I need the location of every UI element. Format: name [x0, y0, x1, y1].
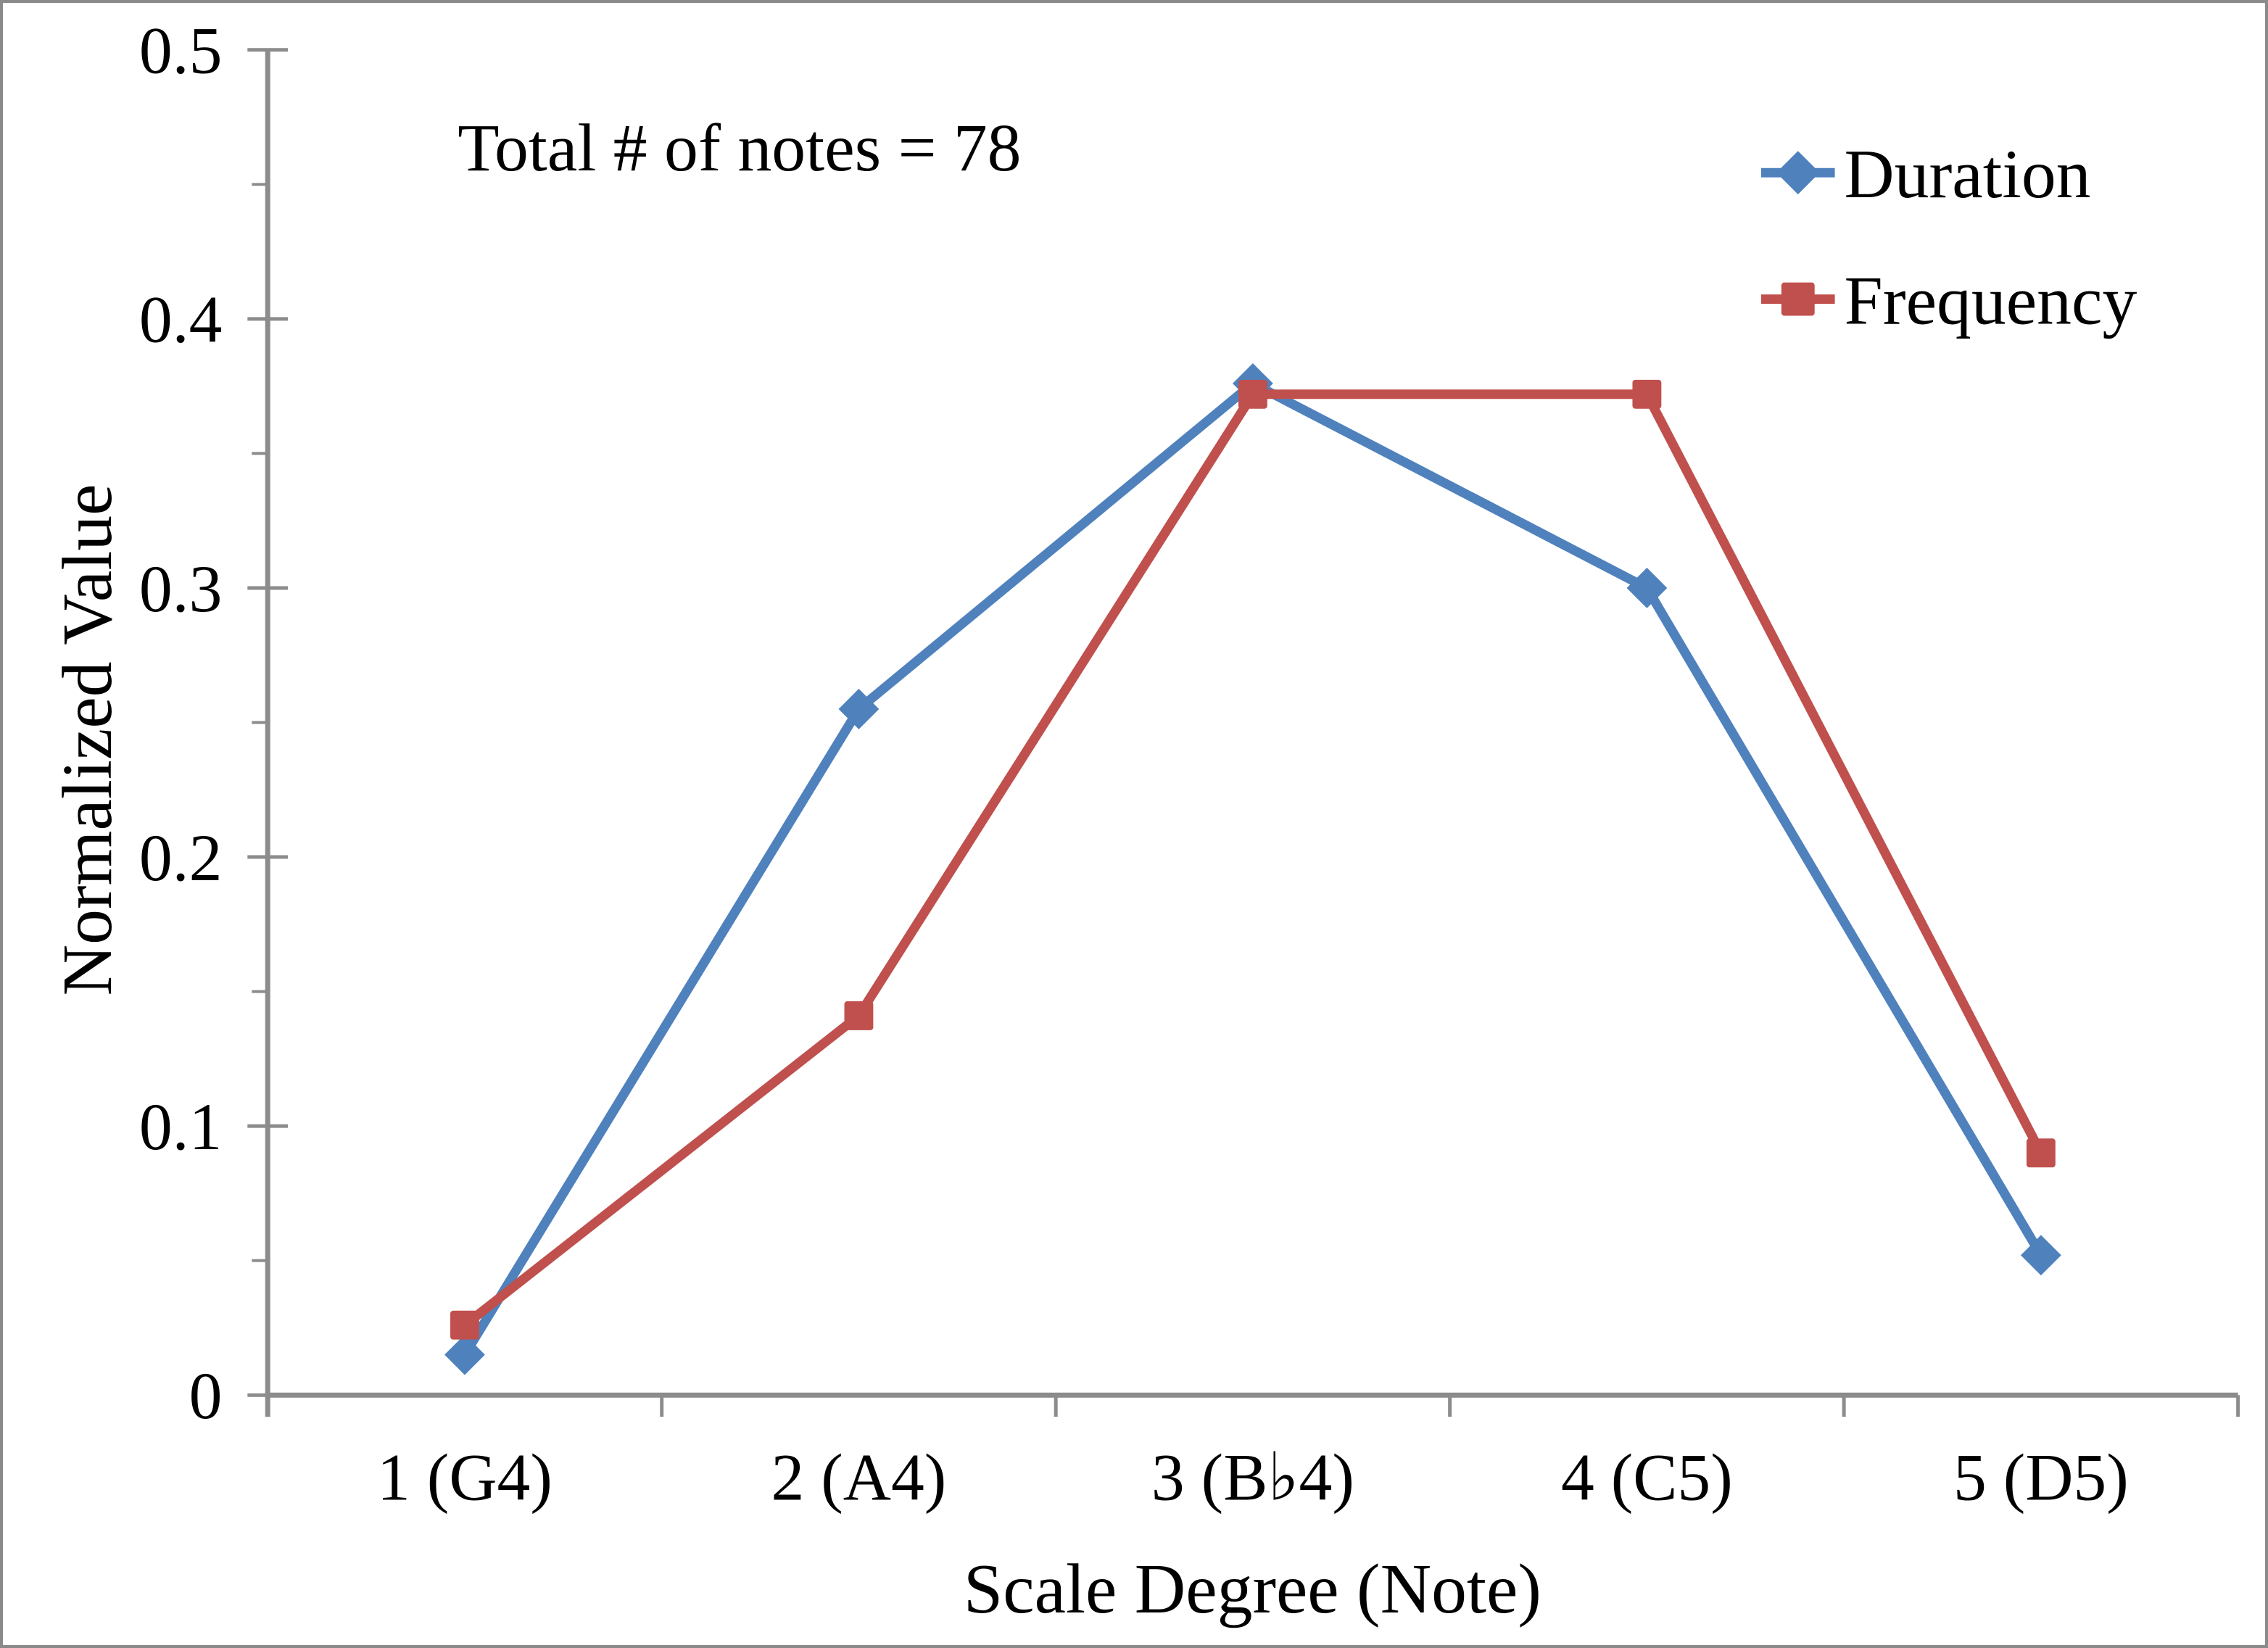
x-tick-label: 4 (C5) — [1561, 1441, 1733, 1515]
series-duration-marker — [1626, 568, 1668, 608]
y-tick-label: 0.2 — [139, 821, 223, 895]
legend-diamond-icon — [1776, 151, 1820, 195]
x-tick-label: 1 (G4) — [377, 1441, 552, 1515]
y-axis-title: Normalized Value — [49, 484, 127, 995]
series-duration-marker — [2020, 1235, 2061, 1276]
y-tick-label: 0.5 — [139, 14, 223, 88]
series-duration-line — [460, 378, 2046, 1360]
series-duration-marker — [838, 689, 880, 729]
series-frequency-marker — [1632, 379, 1662, 409]
x-tick-label: 2 (A4) — [771, 1441, 947, 1515]
x-tick-label: 3 (B♭4) — [1151, 1441, 1354, 1515]
y-tick-label: 0.1 — [139, 1090, 223, 1164]
legend-square-icon — [1781, 282, 1815, 316]
x-tick-label: 5 (D5) — [1953, 1441, 2129, 1515]
plot-area: 0 0.1 0.2 0.3 0.4 0.5 1 (G4) 2 (A4) 3 (B♭4) 4 (C5… — [139, 14, 2240, 1515]
annotation-total-notes: Total # of notes = 78 — [458, 111, 1021, 186]
series-frequency-marker — [450, 1310, 479, 1340]
legend-label-frequency: Frequency — [1845, 262, 2137, 339]
y-tick-label: 0 — [189, 1359, 223, 1433]
line-chart-canvas: Total # of notes = 78 Scale Degree (Note… — [49, 14, 2240, 1628]
legend-label-duration: Duration — [1845, 136, 2091, 212]
series-frequency-marker — [844, 1001, 874, 1030]
x-axis-title: Scale Degree (Note) — [964, 1550, 1541, 1628]
series-duration — [444, 363, 2061, 1375]
y-tick-label: 0.4 — [139, 283, 223, 357]
series-duration-marker — [444, 1334, 485, 1375]
legend-entry-frequency: Frequency — [1760, 262, 2137, 339]
legend-entry-duration: Duration — [1760, 136, 2091, 212]
y-tick-label: 0.3 — [139, 552, 223, 626]
series-frequency — [450, 379, 2056, 1340]
series-frequency-marker — [2026, 1138, 2056, 1168]
legend: Duration Frequency — [1760, 136, 2137, 339]
series-frequency-marker — [1238, 379, 1267, 409]
